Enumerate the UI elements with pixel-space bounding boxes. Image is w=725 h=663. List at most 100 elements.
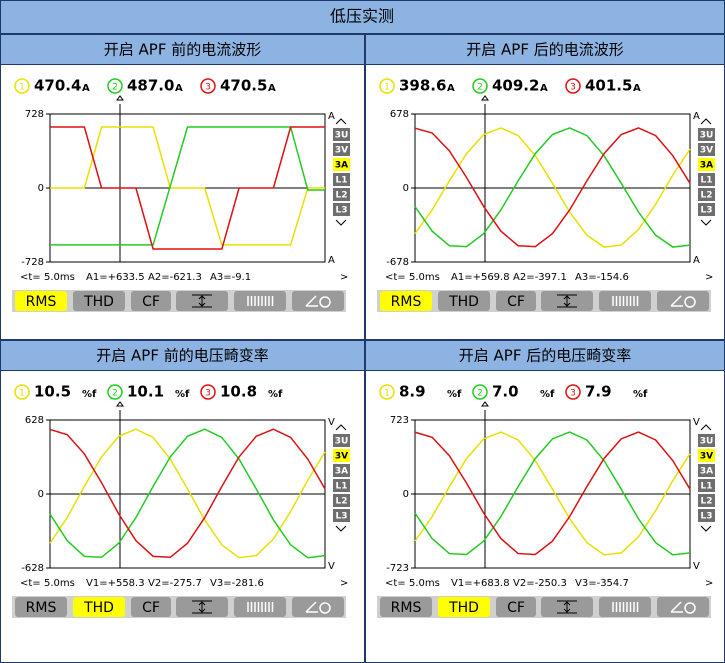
reading-value: 401.5 [585,77,632,95]
button-label: RMS [391,600,422,616]
cursor-marker [116,401,124,414]
button-label: RMS [26,294,57,310]
icon-button[interactable] [599,291,651,311]
channel-chip [333,173,350,186]
waveform [414,431,691,556]
button-label: CF [507,294,525,310]
cursor-marker [116,95,124,108]
scroll-down [700,525,712,532]
icon-cursor [557,600,577,614]
reading-value: 470.5 [220,77,267,95]
function-button[interactable] [15,597,67,617]
channel-label: L3 [336,512,348,522]
phase-index: 3 [570,389,576,399]
icon-phasor [305,295,318,307]
phase-index: 3 [205,83,211,93]
function-button[interactable] [15,291,67,311]
function-button[interactable] [380,597,432,617]
channel-chip [333,464,350,477]
waveform [414,127,691,248]
phase-ring [14,384,30,400]
channel-chip [698,509,715,522]
panel-heading-bar [0,34,365,65]
phase-index: 3 [570,83,576,93]
button-label: RMS [391,294,422,310]
panel-heading: 开启 APF 前的电流波形 [104,41,261,59]
function-button[interactable] [496,291,536,311]
panel-heading-bar [365,340,725,371]
y-tick-label: 0 [38,183,44,194]
phase-ring [379,78,395,94]
function-button[interactable] [380,291,432,311]
unit-top: A [693,111,700,122]
y-tick-label: 0 [403,183,409,194]
waveform [50,126,325,246]
icon-button[interactable] [657,291,709,311]
function-button[interactable] [438,291,490,311]
icon-button[interactable] [657,597,709,617]
button-label: CF [142,294,160,310]
y-tick-label: -628 [21,563,44,574]
reading-value: 7.0 [492,383,519,401]
function-button[interactable] [496,597,536,617]
phase-ring [107,384,123,400]
reading-unit: %f [633,389,648,400]
unit-top: V [693,417,700,428]
waveform [49,428,326,559]
scroll-down [335,525,347,532]
footer-reading: V1=+558.3 [86,578,145,589]
channel-chip [698,143,715,156]
phase-ring [472,78,488,94]
cursor-marker [481,401,489,414]
function-button[interactable] [73,597,125,617]
channel-label: 3V [700,452,713,462]
icon-cursor [557,294,577,308]
icon-phasor-circle [684,602,696,614]
channel-chip [333,188,350,201]
footer-reading: A3=-154.6 [575,272,629,283]
channel-chip [698,479,715,492]
phase-index: 2 [477,389,483,399]
reading-value: 487.0 [127,77,174,95]
button-label: THD [83,600,114,616]
y-tick-label: -723 [386,563,409,574]
channel-label: L1 [336,176,348,186]
channel-chip [698,188,715,201]
channel-label: 3A [335,467,348,477]
icon-bars [612,602,639,612]
icon-button[interactable] [292,291,344,311]
phase-index: 1 [384,83,390,93]
phase-ring [14,78,30,94]
icon-phasor [670,601,683,613]
function-button[interactable] [73,291,125,311]
icon-button[interactable] [234,597,286,617]
reading-unit: A [447,83,455,94]
footer-reading: V3=-354.7 [575,578,629,589]
icon-button[interactable] [292,597,344,617]
channel-chip [698,158,715,171]
footer-next: > [705,272,713,283]
icon-bars [612,296,639,306]
channel-label: L2 [701,497,713,507]
footer-next: > [705,578,713,589]
phase-ring [565,78,581,94]
panel-heading-bar [365,34,725,65]
function-button[interactable] [131,597,171,617]
panel-heading: 开启 APF 后的电流波形 [466,41,623,59]
unit-bottom: A [328,255,335,266]
channel-label: 3A [700,467,713,477]
waveform [50,126,325,246]
y-tick-label: 0 [38,489,44,500]
channel-label: L3 [701,206,713,216]
footer-reading: V1=+683.8 [451,578,510,589]
phase-index: 1 [19,83,25,93]
icon-phasor-circle [319,296,331,308]
footer-timebase: 5.0ms [409,578,440,589]
icon-button[interactable] [599,597,651,617]
scroll-down [700,219,712,226]
function-button[interactable] [131,291,171,311]
icon-button[interactable] [234,291,286,311]
icon-bars [247,296,274,306]
panel-heading-bar [0,340,365,371]
function-button[interactable] [438,597,490,617]
